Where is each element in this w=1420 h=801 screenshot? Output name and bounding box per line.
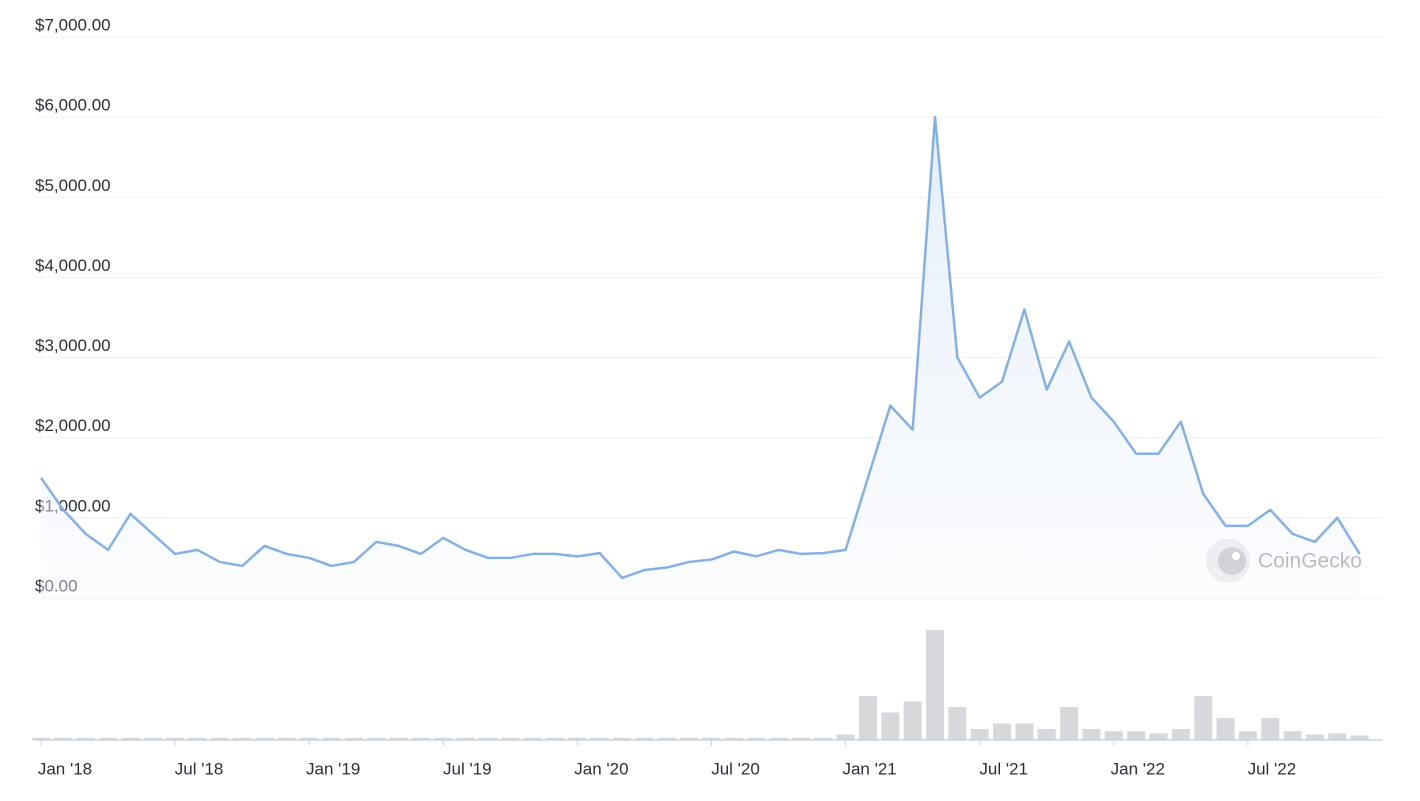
volume-bar (546, 737, 565, 740)
volume-bar (255, 737, 274, 740)
watermark: CoinGecko (1206, 539, 1362, 583)
volume-bar (54, 737, 73, 740)
volume-bar (76, 737, 95, 740)
volume-bar (479, 737, 497, 740)
volume-bar (1149, 733, 1168, 740)
volume-bar (635, 737, 654, 740)
price-area (41, 117, 1360, 599)
volume-bar (300, 737, 319, 740)
x-tick-label: Jul '19 (443, 759, 492, 778)
y-tick-label: $3,000.00 (35, 336, 111, 355)
volume-bar (926, 630, 944, 740)
volume-bar (747, 737, 766, 740)
x-tick-label: Jan '18 (38, 759, 92, 778)
x-tick-label: Jul '20 (711, 759, 760, 778)
volume-bar (456, 737, 475, 740)
x-tick-label: Jul '22 (1248, 759, 1297, 778)
volume-bar (210, 737, 229, 740)
y-tick-label: $7,000.00 (35, 15, 111, 34)
volume-bar (1216, 718, 1235, 740)
volume-bar (590, 737, 609, 740)
volume-bar (836, 734, 855, 740)
volume-bar (1060, 707, 1079, 740)
y-tick-label: $6,000.00 (35, 96, 111, 115)
volume-bar (769, 737, 788, 740)
volume-bar (389, 737, 408, 740)
y-tick-label: $5,000.00 (35, 176, 111, 195)
volume-bar (1015, 723, 1034, 740)
x-tick-label: Jan '19 (306, 759, 360, 778)
volume-bar (814, 737, 833, 740)
volume-bar (1127, 731, 1146, 740)
volume-bar (1171, 729, 1190, 740)
volume-bar (568, 737, 587, 740)
volume-bar (188, 737, 207, 740)
volume-bar (233, 737, 252, 740)
volume-bar (501, 737, 520, 740)
volume-bar (724, 737, 743, 740)
volume-bar (1194, 696, 1213, 740)
volume-bar (657, 737, 676, 740)
volume-bar (367, 737, 386, 740)
volume-bar (948, 707, 967, 740)
volume-bar (277, 737, 296, 740)
price-line (39, 115, 1361, 580)
x-tick-label: Jan '20 (574, 759, 628, 778)
x-tick-label: Jan '21 (842, 759, 896, 778)
volume-bar (858, 696, 877, 740)
volume-bar (1328, 733, 1347, 740)
x-tick-label: Jul '18 (175, 759, 224, 778)
watermark-text: CoinGecko (1258, 550, 1362, 573)
volume-bar (1104, 731, 1123, 740)
volume-bar (881, 712, 900, 740)
x-tick-label: Jan '22 (1111, 759, 1165, 778)
volume-bar (1037, 729, 1056, 740)
volume-bar (143, 737, 162, 740)
volume-bar (1238, 731, 1257, 740)
volume-bar (1350, 735, 1369, 740)
volume-bar (1283, 731, 1302, 740)
volume-bar (791, 737, 810, 740)
y-tick-label: $4,000.00 (35, 256, 111, 275)
volume-bar (121, 737, 140, 740)
volume-bar (411, 737, 430, 740)
volume-bar (523, 737, 542, 740)
volume-bar (1082, 729, 1101, 740)
volume-bar (434, 737, 453, 740)
y-tick-label: $2,000.00 (35, 416, 111, 435)
volume-bar (166, 737, 185, 740)
volume-bar (32, 737, 50, 740)
volume-bar (613, 737, 632, 740)
volume-bar (1305, 734, 1324, 740)
volume-bar (1261, 718, 1280, 740)
volume-bar (970, 729, 989, 740)
volume-bar (322, 737, 341, 740)
x-tick-label: Jul '21 (979, 759, 1028, 778)
volume-bar (903, 701, 922, 740)
volume-bar (680, 737, 699, 740)
volume-bar (99, 737, 118, 740)
volume-bar (993, 723, 1012, 740)
volume-bar (702, 737, 721, 740)
volume-bar (344, 737, 363, 740)
